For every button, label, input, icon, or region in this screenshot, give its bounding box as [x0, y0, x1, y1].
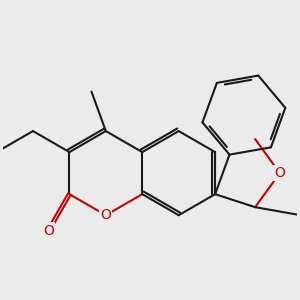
Text: O: O	[100, 208, 111, 222]
Text: O: O	[43, 224, 54, 238]
Text: O: O	[274, 166, 285, 180]
